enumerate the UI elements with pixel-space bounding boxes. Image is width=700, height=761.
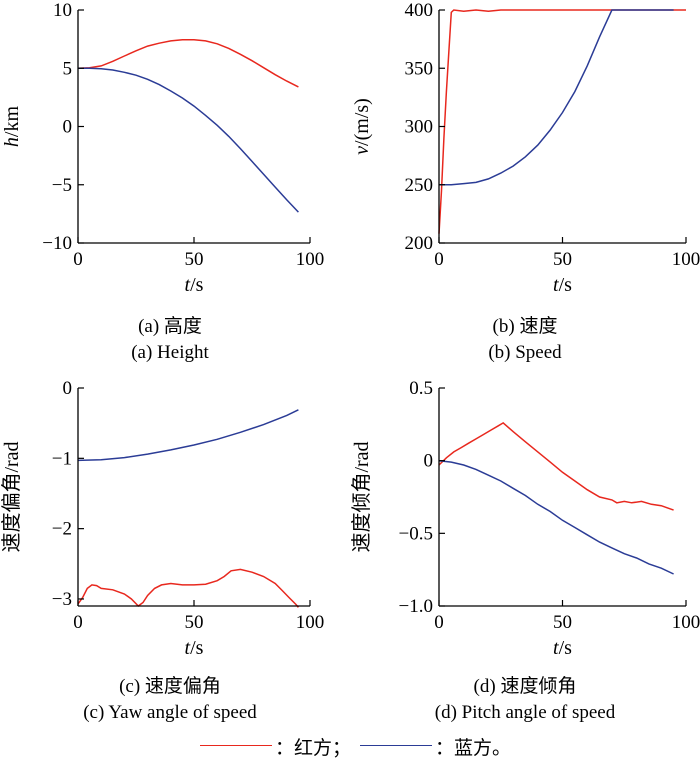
series-line-red <box>438 421 674 511</box>
y-axis-label: 速度倾角/rad <box>350 441 373 552</box>
x-axis-label: t/s <box>185 637 204 659</box>
y-tick-label: 250 <box>405 175 434 196</box>
y-tick-label: 300 <box>405 117 434 138</box>
series-line-red <box>77 38 299 88</box>
series-line-red <box>77 568 299 608</box>
x-tick-label: 100 <box>296 612 325 633</box>
x-tick-label: 100 <box>672 249 700 270</box>
chart-panel-height: 0 50 100 −10 −5 0 5 10 t/s h/km (a) 高度 (a) Height <box>0 0 340 370</box>
y-tick-label: −2 <box>52 519 72 540</box>
legend-blue-line <box>360 745 432 746</box>
series-line-blue <box>438 459 674 575</box>
y-tick-label: −3 <box>52 589 72 610</box>
y-tick-label: −1 <box>52 448 72 469</box>
y-tick-label: −1.0 <box>399 596 433 617</box>
y-tick-label: 0 <box>424 451 434 472</box>
x-axis-label: t/s <box>553 637 572 659</box>
y-axis-label: v/(m/s) <box>351 98 373 155</box>
y-tick-label: 400 <box>405 0 434 21</box>
x-tick-label: 0 <box>434 249 444 270</box>
y-axis-label: h/km <box>1 106 23 148</box>
caption-en-speed: (b) Speed <box>488 342 562 363</box>
y-tick-label: 0.5 <box>409 378 433 399</box>
y-tick-label: 0 <box>63 117 73 138</box>
caption-en-yaw: (c) Yaw angle of speed <box>83 702 257 723</box>
y-tick-label: 350 <box>405 58 434 79</box>
x-tick-label: 50 <box>185 249 204 270</box>
y-tick-label: 0 <box>63 378 73 399</box>
caption-cn-yaw: (c) 速度偏角 <box>119 676 221 697</box>
caption-cn-pitch: (d) 速度倾角 <box>473 676 577 697</box>
y-axis-label: 速度偏角/rad <box>0 441 23 552</box>
x-tick-label: 100 <box>672 612 700 633</box>
y-tick-label: 5 <box>63 58 73 79</box>
series-line-blue <box>77 409 299 462</box>
chart-pitch: 0 50 100 −1.0 −0.5 0 0.5 t/s 速度倾角/rad <box>350 378 700 659</box>
legend: ：红方； ：蓝方。 <box>0 732 700 759</box>
x-axis-label: t/s <box>185 274 204 296</box>
caption-en-height: (a) Height <box>131 342 209 363</box>
series-line-red <box>438 9 686 234</box>
chart-height: 0 50 100 −10 −5 0 5 10 t/s h/km <box>1 0 325 296</box>
y-tick-label: 200 <box>405 233 434 254</box>
x-axis-label: t/s <box>553 274 572 296</box>
y-tick-label: −10 <box>42 233 72 254</box>
caption-cn-speed: (b) 速度 <box>492 316 558 337</box>
x-tick-label: 50 <box>553 612 572 633</box>
legend-red-label: ：红方； <box>275 738 352 759</box>
x-tick-label: 100 <box>296 249 325 270</box>
series-line-blue <box>78 67 299 213</box>
x-tick-label: 0 <box>434 612 444 633</box>
x-tick-label: 0 <box>73 249 83 270</box>
x-tick-label: 50 <box>185 612 204 633</box>
legend-red-line <box>200 745 272 746</box>
legend-blue-label: ：蓝方。 <box>435 738 512 759</box>
series-line-blue <box>439 9 674 186</box>
caption-en-pitch: (d) Pitch angle of speed <box>434 702 616 723</box>
chart-panel-yaw: 0 50 100 −3 −2 −1 0 t/s 速度偏角/rad (c) 速度偏角 (c) Ya… <box>0 378 340 728</box>
chart-panel-pitch: 0 50 100 −1.0 −0.5 0 0.5 t/s 速度倾角/rad (d) 速度倾角 (… <box>350 378 700 728</box>
y-tick-label: −5 <box>52 175 72 196</box>
x-tick-label: 0 <box>73 612 83 633</box>
x-tick-label: 50 <box>553 249 572 270</box>
y-tick-label: −0.5 <box>399 523 433 544</box>
caption-cn-height: (a) 高度 <box>138 316 202 337</box>
chart-speed: 0 50 100 200 250 300 350 400 t/s v/(m/s) <box>351 0 700 296</box>
chart-panel-speed: 0 50 100 200 250 300 350 400 t/s v/(m/s) (b) 速度 (… <box>350 0 700 370</box>
y-tick-label: 10 <box>53 0 72 21</box>
chart-yaw: 0 50 100 −3 −2 −1 0 t/s 速度偏角/rad <box>0 378 325 659</box>
